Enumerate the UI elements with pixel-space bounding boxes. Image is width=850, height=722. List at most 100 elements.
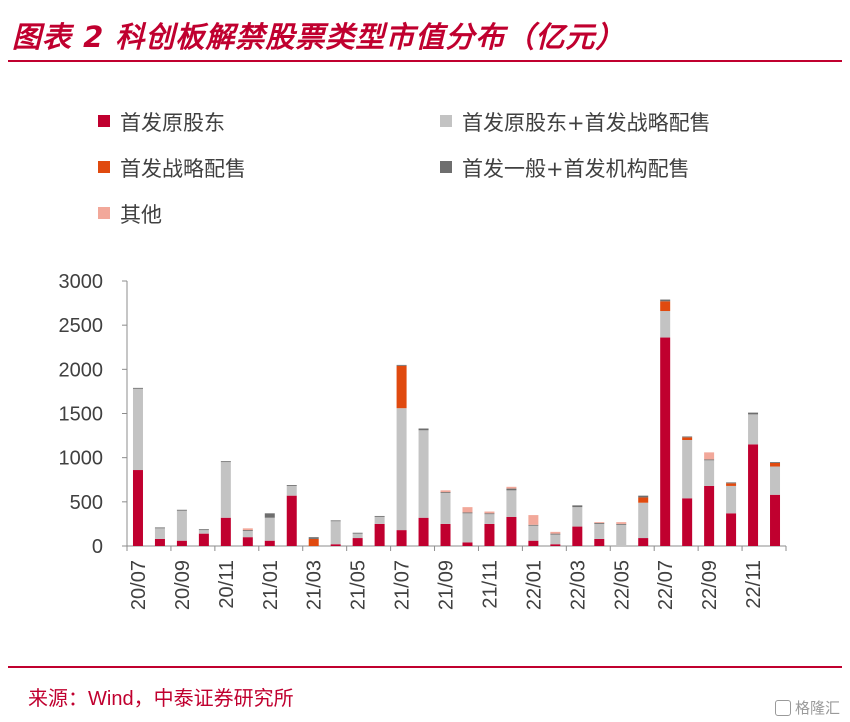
bar-segment <box>352 533 363 539</box>
x-tick-label: 22/11 <box>743 560 765 609</box>
bar-segment <box>220 462 231 518</box>
bar-segment <box>660 311 671 338</box>
bar-segment <box>704 485 715 546</box>
x-tick-label: 21/05 <box>348 560 370 610</box>
legend-swatch <box>98 207 110 219</box>
legend-label: 其他 <box>120 203 162 227</box>
bar-segment <box>242 530 253 531</box>
chart-axes: 0 500 1000 1500 2000 2500 3000 20/07 20/09 20/11 2… <box>59 271 787 610</box>
bar-segment <box>396 364 407 366</box>
page-title: 图表 2 科创板解禁股票类型市值分布（亿元） <box>12 20 626 54</box>
y-tick-label: 2000 <box>59 359 104 381</box>
bar-segment <box>132 388 143 471</box>
bar-segment <box>330 521 341 545</box>
bar-segment <box>616 524 627 546</box>
bar-segment <box>484 514 495 524</box>
bar-segment <box>572 507 583 527</box>
bar-segment <box>198 533 209 546</box>
y-tick-label: 500 <box>70 492 103 514</box>
bar-segment <box>506 516 517 546</box>
bar-segment <box>594 523 605 539</box>
bar-segment <box>748 444 759 546</box>
y-tick-label: 1500 <box>59 404 104 426</box>
bar-segment <box>726 513 737 546</box>
bar-segment <box>572 526 583 546</box>
bar-segment <box>726 485 737 514</box>
x-tick-label: 21/03 <box>304 560 326 610</box>
bar-segment <box>242 537 253 546</box>
bar-segment <box>440 490 451 493</box>
bar-segment <box>638 497 649 503</box>
bar-segment <box>374 516 385 524</box>
bar-segment <box>154 528 165 539</box>
bar-segment <box>616 522 627 524</box>
bar-segment <box>330 544 341 546</box>
x-tick-label: 22/05 <box>611 560 633 610</box>
bar-segment <box>418 430 429 518</box>
y-tick-label: 2500 <box>59 315 104 337</box>
bar-segment <box>484 523 495 546</box>
x-tick-label: 21/09 <box>436 560 458 610</box>
bar-segment <box>264 517 275 541</box>
bar-segment <box>308 537 319 539</box>
bar-segment <box>682 437 693 440</box>
bar-segment <box>506 488 517 491</box>
bar-segment <box>594 522 605 524</box>
bar-segment <box>660 299 671 302</box>
title-divider <box>8 60 842 62</box>
bar-segment <box>396 530 407 546</box>
bar-segment <box>594 523 605 524</box>
source-label: 来源： <box>28 686 88 710</box>
bar-segment <box>220 461 231 463</box>
bar-segment <box>462 513 473 543</box>
bar-segment <box>374 515 385 517</box>
bar-segment <box>528 524 539 526</box>
legend-label: 首发原股东+首发战略配售 <box>462 111 711 135</box>
bar-segment <box>330 520 341 522</box>
bar-segment <box>132 387 143 389</box>
bar-segment <box>374 523 385 546</box>
bar-segment <box>418 428 429 431</box>
watermark: 格隆汇 <box>774 697 840 718</box>
bar-segment <box>176 509 187 511</box>
x-tick-label: 20/09 <box>172 560 194 610</box>
bar-segment <box>770 462 781 467</box>
bar-segment <box>572 505 583 508</box>
watermark-text: 格隆汇 <box>794 699 840 717</box>
bar-segment <box>594 538 605 546</box>
bar-segment <box>550 533 561 535</box>
bar-segment <box>220 517 231 546</box>
bar-segment <box>726 482 737 484</box>
bar-segment <box>682 498 693 546</box>
bar-segment <box>704 460 715 486</box>
bar-segment <box>264 540 275 546</box>
bar-segment <box>748 412 759 415</box>
bar-segment <box>352 532 363 534</box>
legend-label: 首发一般+首发机构配售 <box>462 157 690 181</box>
x-tick-label: 20/11 <box>216 560 238 609</box>
bar-segment <box>726 483 737 486</box>
x-tick-label: 22/07 <box>655 560 677 610</box>
bar-segment <box>440 523 451 546</box>
y-tick-label: 0 <box>92 536 103 558</box>
bar-segment <box>550 531 561 534</box>
bar-segment <box>264 513 275 518</box>
bar-segment <box>704 459 715 461</box>
bar-segment <box>770 466 781 495</box>
chart-bars <box>132 299 781 546</box>
bar-segment <box>286 485 297 496</box>
bar-segment <box>528 525 539 541</box>
watermark-logo-icon <box>774 699 791 716</box>
bar-segment <box>462 507 473 513</box>
bar-segment <box>308 538 319 546</box>
bar-segment <box>506 490 517 517</box>
bar-segment <box>528 540 539 546</box>
legend-label: 首发原股东 <box>120 111 225 135</box>
bar-segment <box>484 511 495 514</box>
bar-segment <box>616 523 627 525</box>
legend-label: 首发战略配售 <box>120 157 246 181</box>
bar-segment <box>748 414 759 445</box>
x-tick-label: 21/07 <box>392 560 414 610</box>
